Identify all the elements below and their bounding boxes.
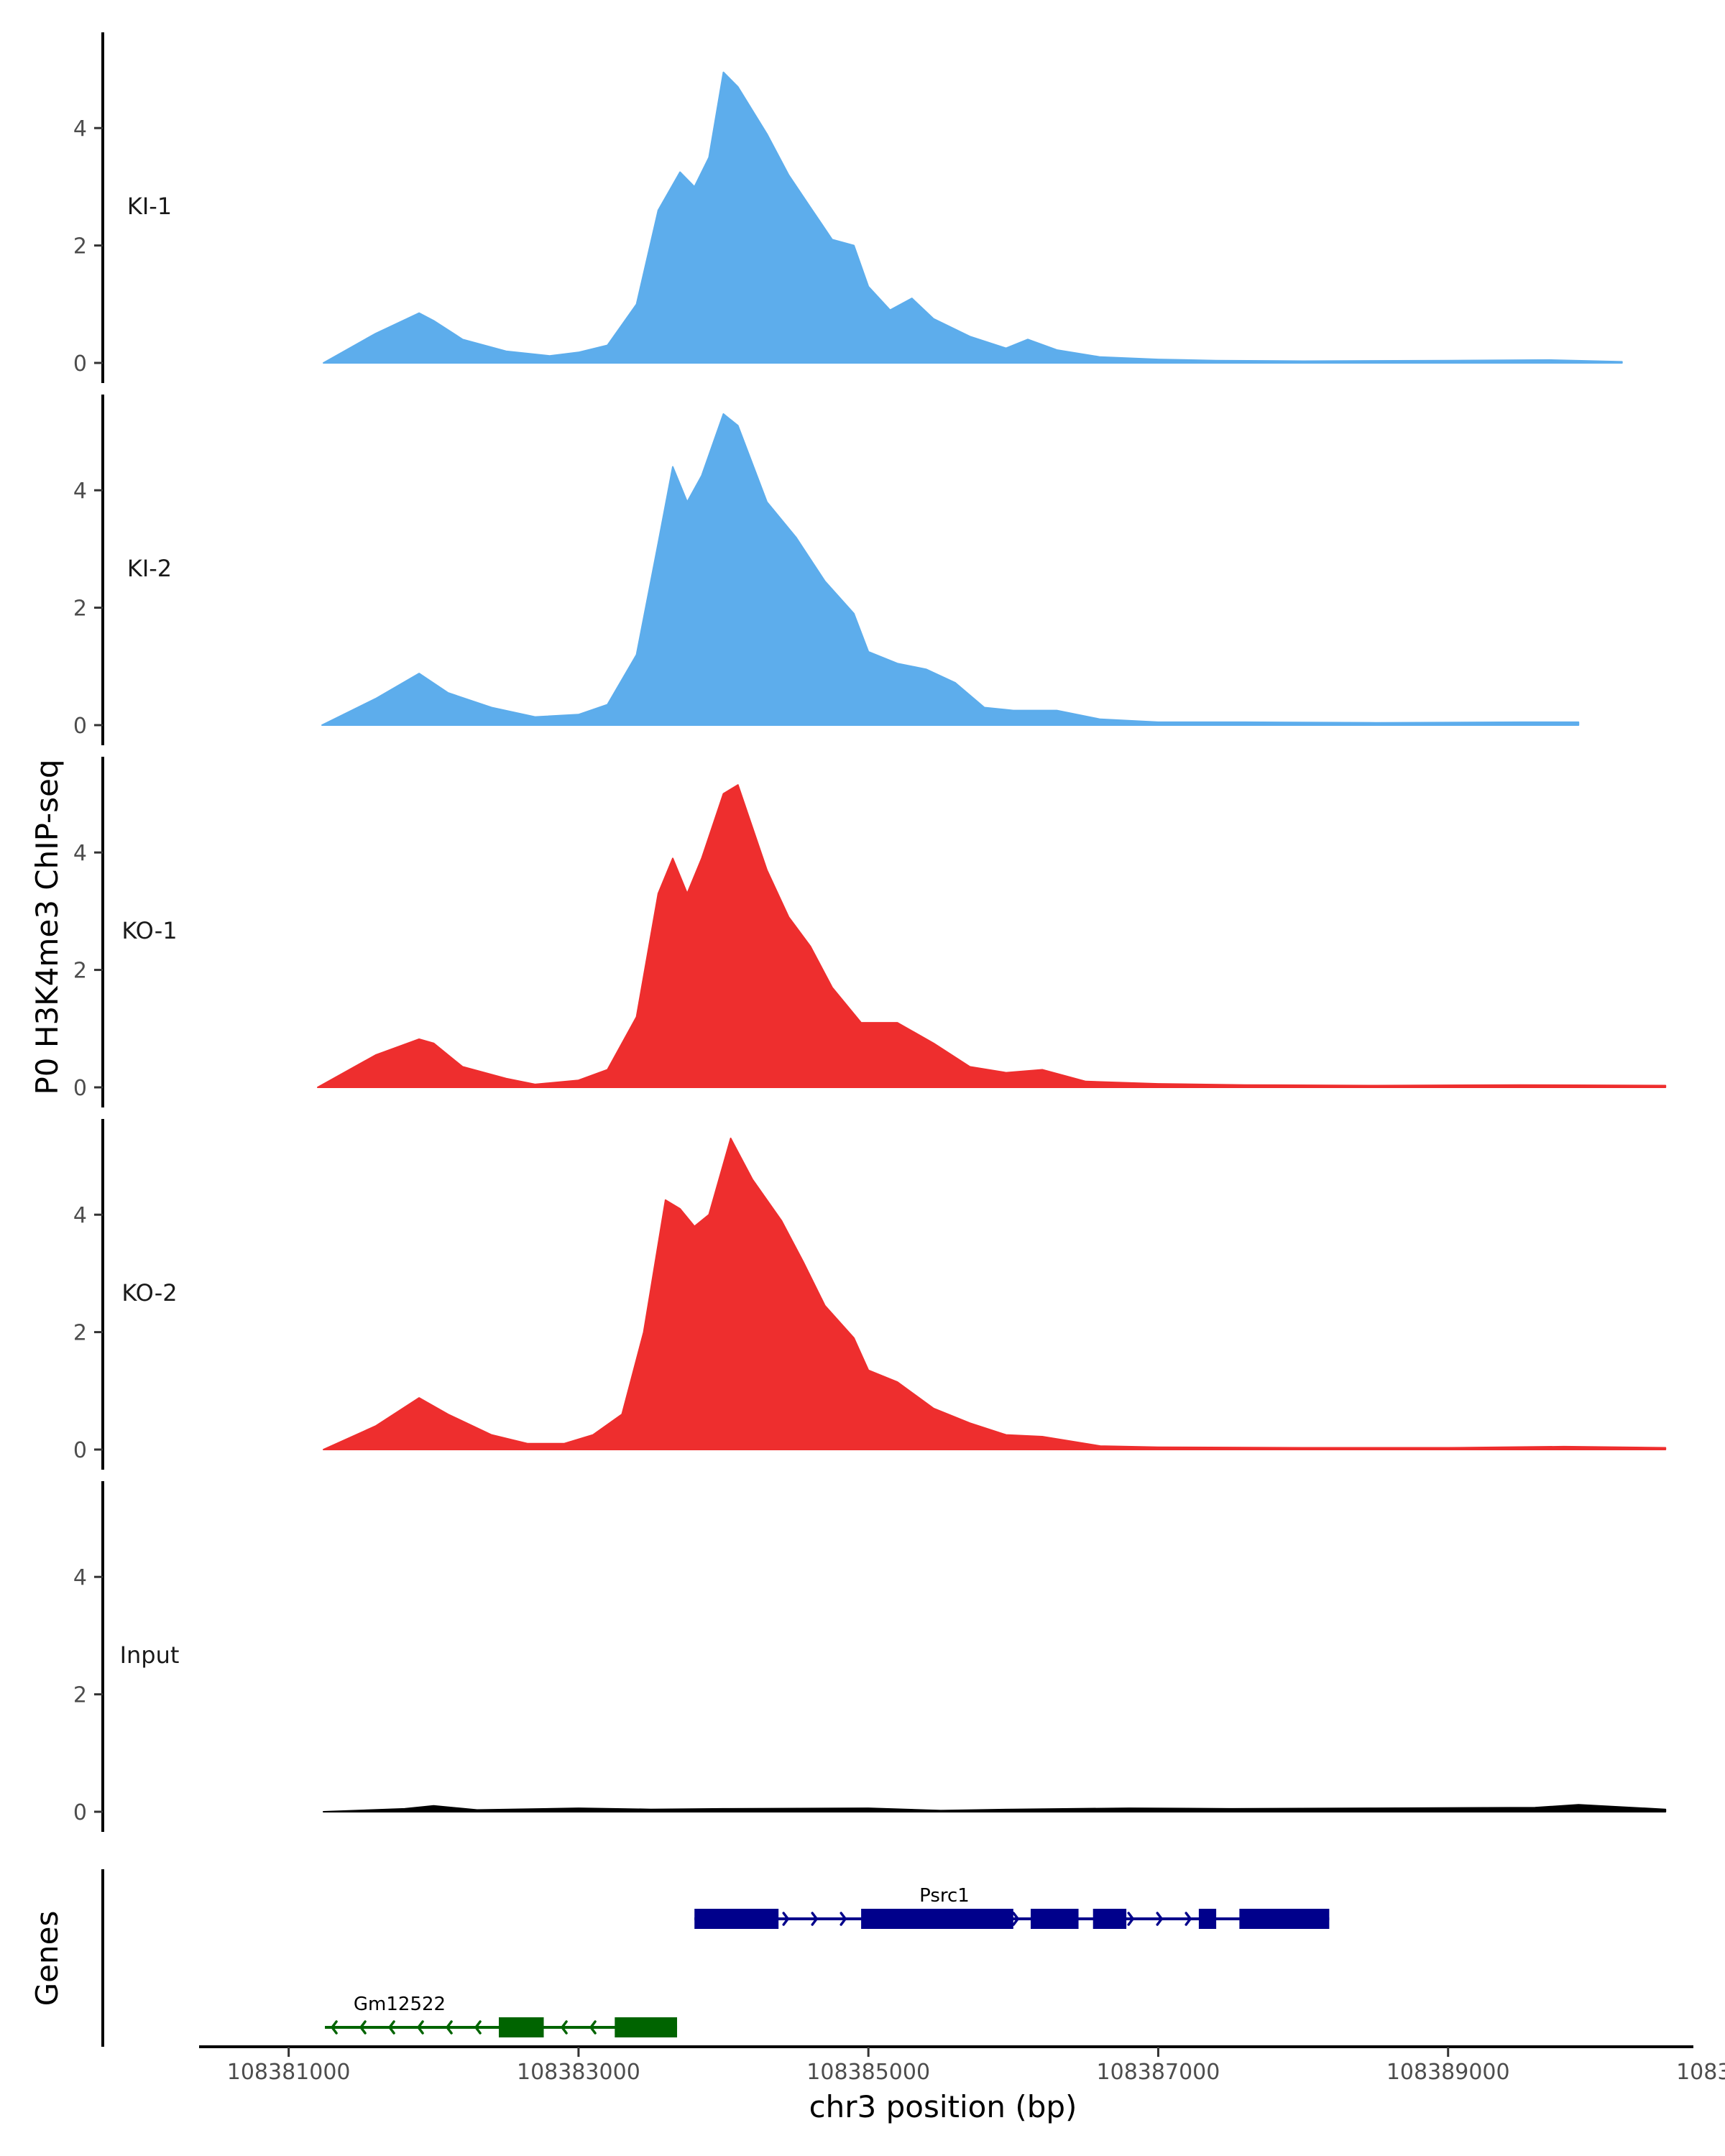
y-tick-label: 0 — [73, 351, 87, 377]
strand-arrow — [1156, 1912, 1164, 1926]
coverage-area-input — [323, 1804, 1667, 1812]
gene-exon — [694, 1909, 779, 1929]
track-label-ki-1: KI-1 — [127, 193, 172, 220]
y-tick-label: 0 — [73, 714, 87, 739]
gene-annotation-track: Psrc1 Gm12522 — [101, 1869, 1330, 2047]
strand-arrow — [474, 2020, 482, 2035]
gene-exon — [861, 1909, 941, 1929]
coverage-area-ki-1 — [323, 71, 1623, 364]
x-axis: 108381000 108383000 108385000 108387000 1083… — [199, 2045, 1725, 2085]
gene-exon — [1092, 1909, 1127, 1929]
gene-exon — [1239, 1909, 1330, 1929]
y-tick-label: 4 — [73, 1565, 87, 1590]
gene-exon — [941, 1909, 1013, 1929]
gene-exon — [1031, 1909, 1079, 1929]
x-tick-label: 108385000 — [806, 2060, 930, 2085]
coverage-area-ko-2 — [323, 1138, 1667, 1450]
strand-arrow — [1184, 1912, 1192, 1926]
gene-exon — [615, 2017, 678, 2037]
y-tick-label: 2 — [73, 234, 87, 259]
gene-exon — [1198, 1909, 1217, 1929]
track-ko-1: 0 2 4 KO-1 — [73, 757, 1667, 1107]
track-ki-2: 0 2 4 KI-2 — [73, 395, 1580, 745]
track-label-ko-1: KO-1 — [121, 917, 177, 944]
strand-arrow — [589, 2020, 597, 2035]
coverage-area-ko-1 — [317, 784, 1667, 1088]
strand-arrow — [416, 2020, 424, 2035]
gene-psrc1: Psrc1 — [694, 1885, 1330, 1929]
x-axis-title: chr3 position (bp) — [809, 2089, 1077, 2124]
coverage-tracks: 0 2 4 KI-1 0 2 4 KI-2 0 2 4 KO-1 0 2 4 KO-2 0 2 4 Input — [73, 32, 1667, 1832]
y-tick-label: 2 — [73, 596, 87, 622]
track-ki-1: 0 2 4 KI-1 — [73, 32, 1623, 383]
x-tick-label: 108389000 — [1386, 2060, 1510, 2085]
y-tick-label: 0 — [73, 1800, 87, 1825]
strand-arrow — [330, 2020, 338, 2035]
y-tick-label: 2 — [73, 1321, 87, 1346]
y-tick-label: 4 — [73, 1203, 87, 1228]
genes-axis-title: Genes — [29, 1911, 65, 2007]
x-tick-label: 108383000 — [517, 2060, 640, 2085]
track-label-ki-2: KI-2 — [127, 555, 172, 582]
track-input: 0 2 4 Input — [73, 1481, 1667, 1832]
y-tick-label: 2 — [73, 1683, 87, 1708]
y-axis-title: P0 H3K4me3 ChIP-seq — [29, 759, 65, 1095]
gene-gm12522: Gm12522 — [325, 1994, 678, 2037]
track-label-input: Input — [120, 1641, 180, 1669]
y-tick-label: 4 — [73, 479, 87, 504]
x-tick-label: 108391000 — [1676, 2060, 1725, 2085]
strand-arrow — [445, 2020, 453, 2035]
strand-arrow — [811, 1912, 819, 1926]
y-tick-label: 4 — [73, 116, 87, 142]
y-tick-label: 0 — [73, 1076, 87, 1101]
strand-arrow — [840, 1912, 847, 1926]
gene-label-gm12522: Gm12522 — [354, 1994, 446, 2015]
gene-label-psrc1: Psrc1 — [919, 1885, 970, 1907]
strand-arrow — [387, 2020, 395, 2035]
y-tick-label: 0 — [73, 1438, 87, 1463]
strand-arrow — [359, 2020, 367, 2035]
y-tick-label: 4 — [73, 841, 87, 866]
gene-exon — [499, 2017, 544, 2037]
strand-arrow — [782, 1912, 790, 1926]
coverage-area-ki-2 — [321, 413, 1580, 726]
strand-arrow — [1012, 1912, 1020, 1926]
track-ko-2: 0 2 4 KO-2 — [73, 1119, 1667, 1470]
x-tick-label: 108381000 — [227, 2060, 351, 2085]
x-tick-label: 108387000 — [1097, 2060, 1220, 2085]
strand-arrow — [560, 2020, 568, 2035]
strand-arrow — [1127, 1912, 1135, 1926]
track-label-ko-2: KO-2 — [121, 1279, 177, 1307]
y-tick-label: 2 — [73, 959, 87, 984]
